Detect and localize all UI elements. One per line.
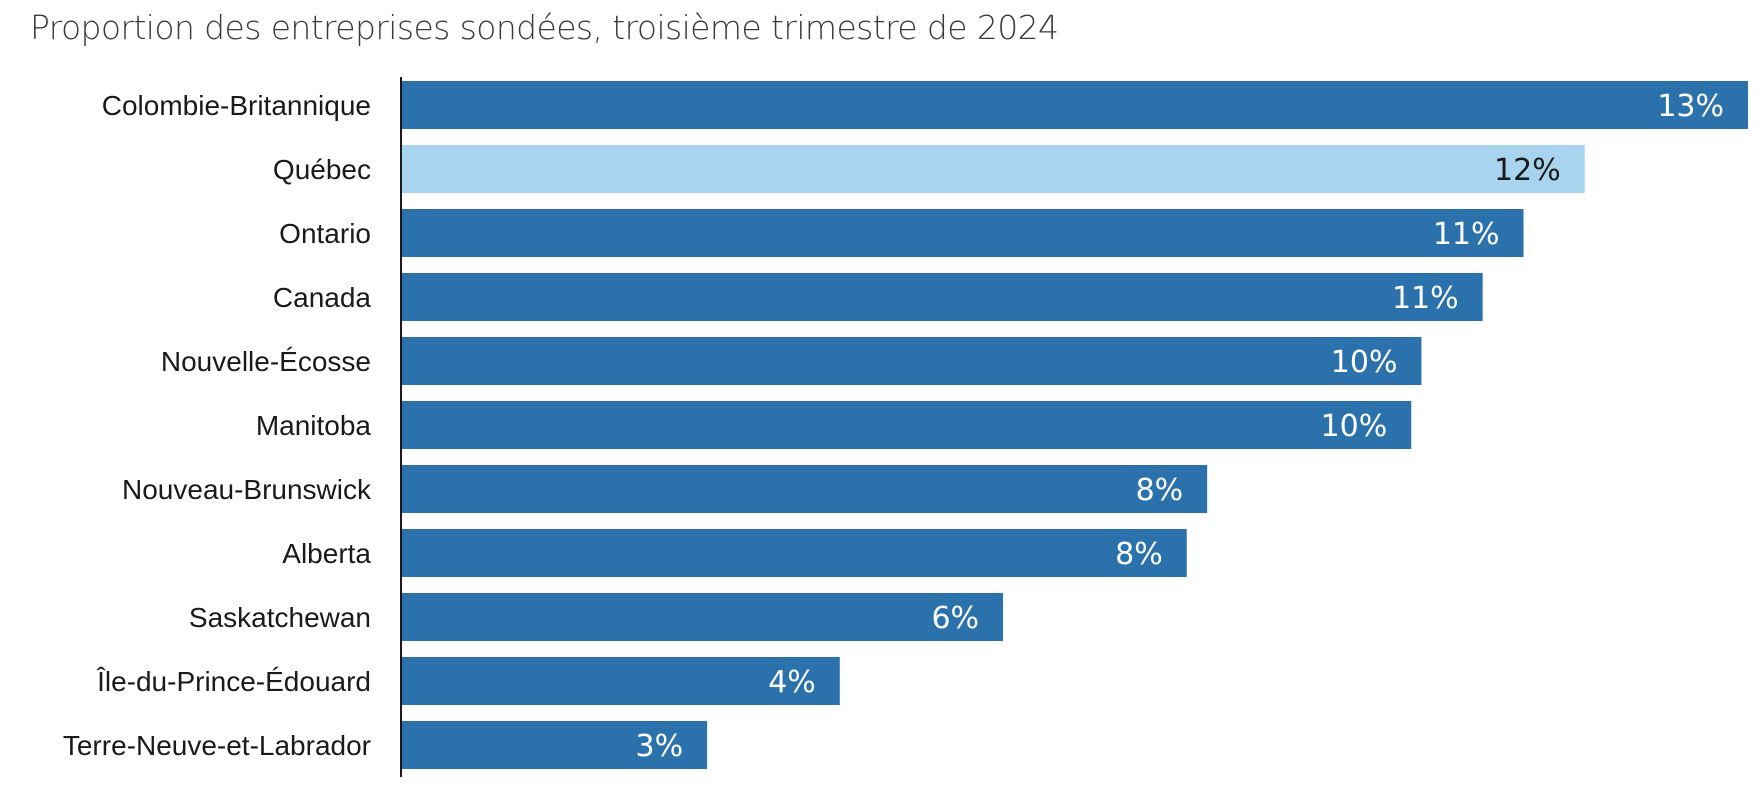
bar [402,465,1208,513]
bar [402,721,708,769]
chart-subtitle: Proportion des entreprises sondées, troi… [30,8,1059,47]
bar [402,209,1524,257]
data-label: 8% [1136,473,1184,508]
bar [402,401,1412,449]
bar [402,145,1585,193]
category-label: Saskatchewan [189,602,371,633]
bar [402,337,1422,385]
category-label: Colombie-Britannique [102,90,371,121]
data-label: 6% [931,601,979,636]
bar [402,657,840,705]
data-label: 10% [1331,345,1398,380]
bar [402,593,1004,641]
data-label: 10% [1321,409,1388,444]
category-label: Île-du-Prince-Édouard [96,666,371,697]
data-label: 13% [1657,89,1724,124]
category-label: Alberta [282,538,371,569]
bar [402,81,1748,129]
bar [402,273,1483,321]
category-label: Manitoba [256,410,372,441]
category-label: Canada [273,282,372,313]
category-label: Nouvelle-Écosse [161,346,371,377]
data-label: 3% [636,729,684,764]
bar [402,529,1187,577]
data-label: 8% [1115,537,1163,572]
data-label: 12% [1494,153,1561,188]
data-label: 11% [1433,217,1500,252]
category-label: Ontario [279,218,371,249]
data-label: 4% [768,665,816,700]
category-label: Nouveau-Brunswick [122,474,372,505]
data-label: 11% [1392,281,1459,316]
category-label: Terre-Neuve-et-Labrador [63,730,371,761]
category-label: Québec [273,154,371,185]
